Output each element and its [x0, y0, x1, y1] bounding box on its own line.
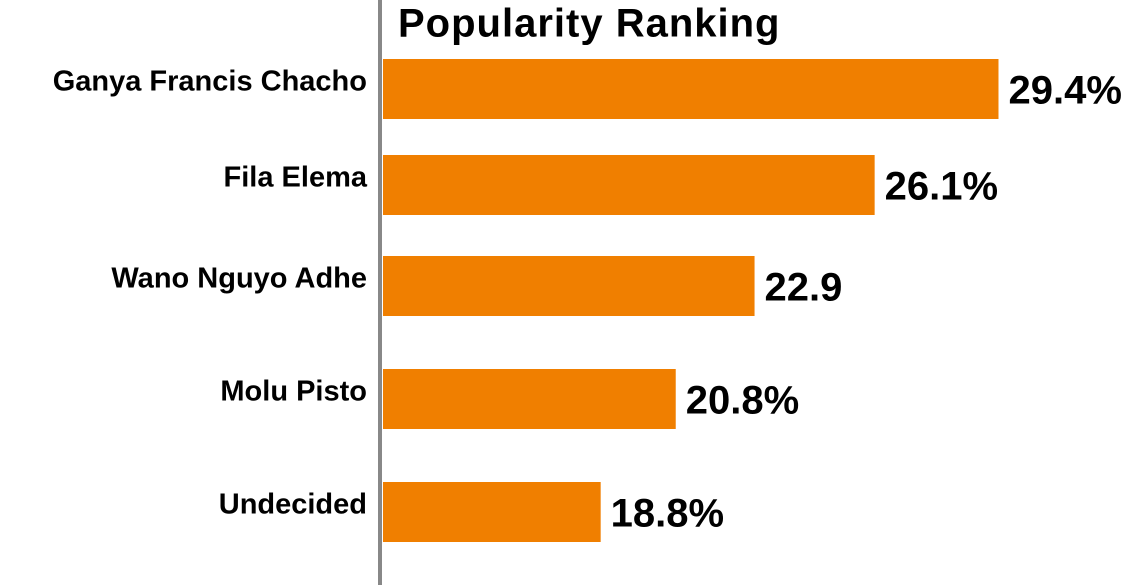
category-label: Undecided: [219, 489, 367, 521]
bar: [383, 369, 676, 429]
bar: [383, 59, 999, 119]
chart-title: Popularity Ranking: [398, 2, 781, 46]
bar: [383, 155, 875, 215]
value-label: 22.9: [765, 266, 843, 310]
bar: [383, 482, 601, 542]
category-label: Fila Elema: [224, 162, 368, 194]
bar: [383, 256, 755, 316]
value-label: 18.8%: [611, 492, 724, 536]
value-label: 29.4%: [1008, 69, 1121, 113]
category-label: Ganya Francis Chacho: [53, 66, 367, 98]
value-label: 20.8%: [686, 379, 799, 423]
value-label: 26.1%: [885, 165, 998, 209]
category-label: Molu Pisto: [220, 376, 367, 408]
category-label: Wano Nguyo Adhe: [111, 263, 367, 295]
